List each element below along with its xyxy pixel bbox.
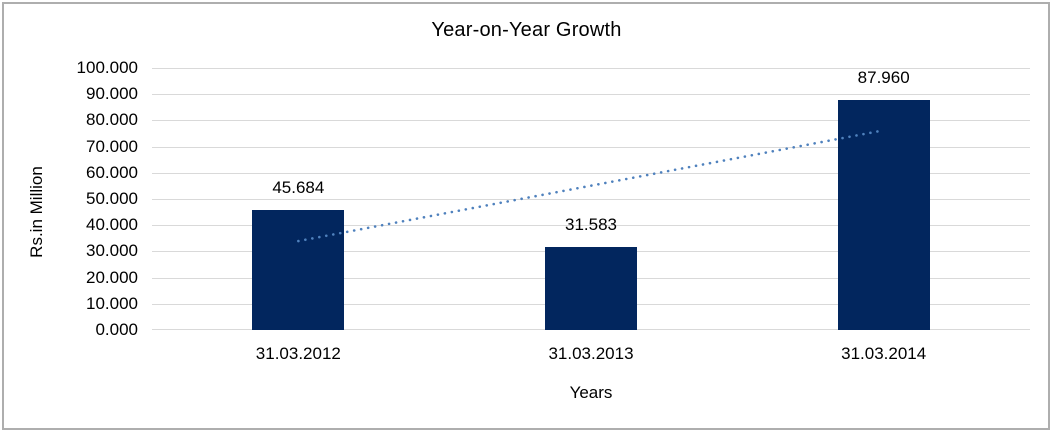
- y-tick-label: 10.000: [86, 293, 138, 313]
- bar-value-label: 87.960: [857, 67, 910, 87]
- y-tick-label: 70.000: [86, 136, 138, 156]
- x-tick-label: 31.03.2012: [255, 344, 341, 363]
- gridline: [152, 172, 1030, 174]
- y-tick-label: 50.000: [86, 189, 138, 208]
- bar: [252, 210, 345, 330]
- gridline: [152, 146, 1030, 148]
- y-tick-label: 30.000: [86, 241, 138, 261]
- chart-title: Year-on-Year Growth: [431, 19, 622, 41]
- x-axis-title: Years: [569, 383, 613, 402]
- y-tick-label: 90.000: [86, 84, 138, 104]
- y-tick-label: 80.000: [86, 110, 138, 130]
- y-tick-label: 100.000: [76, 58, 138, 77]
- y-axis-tick-labels: 0.000 10.000 20.000 30.000 40.000 50.000 60.00…: [0, 58, 138, 339]
- gridline: [152, 225, 1030, 227]
- gridline: [152, 199, 1030, 200]
- bar: [545, 247, 637, 330]
- bar: [837, 99, 930, 330]
- y-tick-label: 20.000: [86, 267, 138, 287]
- gridline: [152, 94, 1030, 96]
- x-tick-label: 31.03.2014: [841, 344, 927, 363]
- plot-area: 45.684 31.583 87.960: [152, 68, 1030, 330]
- y-axis-title: Rs.in Million: [27, 166, 46, 258]
- x-tick-label: 31.03.2013: [548, 344, 634, 363]
- y-tick-label: 40.000: [86, 215, 138, 235]
- x-axis-tick-labels: 31.03.2012 31.03.2013 31.03.2014: [152, 344, 1030, 364]
- trendline: [297, 129, 885, 243]
- trendline-layer: [297, 129, 885, 243]
- gridline: [152, 68, 1030, 69]
- bar-value-label: 45.684: [272, 178, 325, 198]
- y-tick-label: 60.000: [86, 162, 138, 182]
- y-tick-label: 0.000: [95, 320, 138, 339]
- gridline: [152, 120, 1030, 122]
- bar-value-label: 31.583: [565, 215, 617, 235]
